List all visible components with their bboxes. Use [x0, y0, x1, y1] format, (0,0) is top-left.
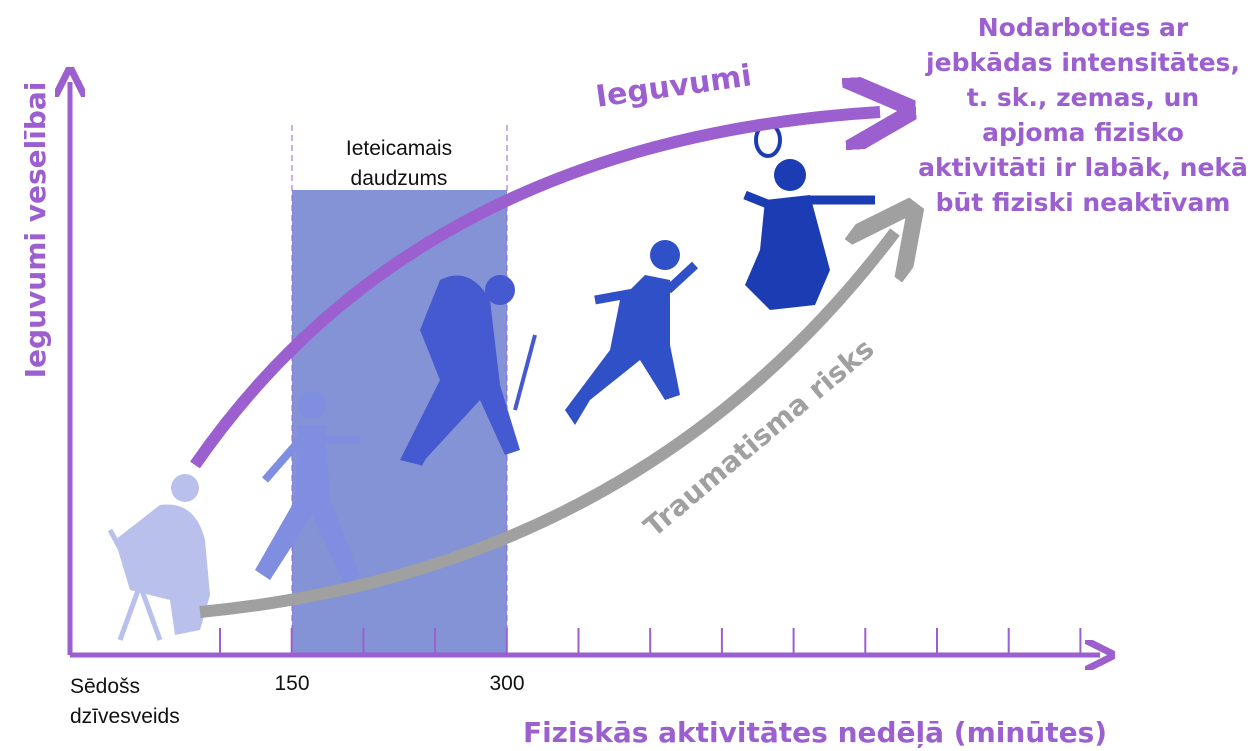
note-line: Nodarboties ar [978, 13, 1189, 42]
note-line: aktivitāti ir labāk, nekā [918, 153, 1248, 182]
sitting-figure [110, 474, 210, 640]
note-line: apjoma fizisko [982, 118, 1184, 147]
note-line: jebkādas intensitātes, [925, 48, 1240, 77]
x-tick-label: 300 [489, 672, 524, 695]
diagram: Ieguvumi Traumatisma risks Ieguvumi vese… [0, 0, 1254, 751]
risk-label: Traumatisma risks [637, 332, 880, 543]
note-line: t. sk., zemas, un [967, 83, 1199, 112]
x-tick-label: 150 [274, 672, 309, 695]
x-start-label: Sēdošs [70, 675, 140, 698]
band-label: daudzums [351, 167, 448, 190]
benefit-label: Ieguvumi [594, 58, 754, 114]
runner-figure [565, 240, 695, 425]
x-axis-label: Fiziskās aktivitātes nedēļā (minūtes) [523, 716, 1107, 749]
x-start-label: dzīvesveids [70, 705, 180, 728]
note-line: būt fiziski neaktīvam [936, 188, 1231, 217]
band-label: Ieteicamais [346, 137, 452, 160]
note: Nodarboties ar jebkādas intensitātes, t. s… [918, 13, 1248, 217]
y-axis-label: Ieguvumi veselībai [19, 82, 52, 379]
